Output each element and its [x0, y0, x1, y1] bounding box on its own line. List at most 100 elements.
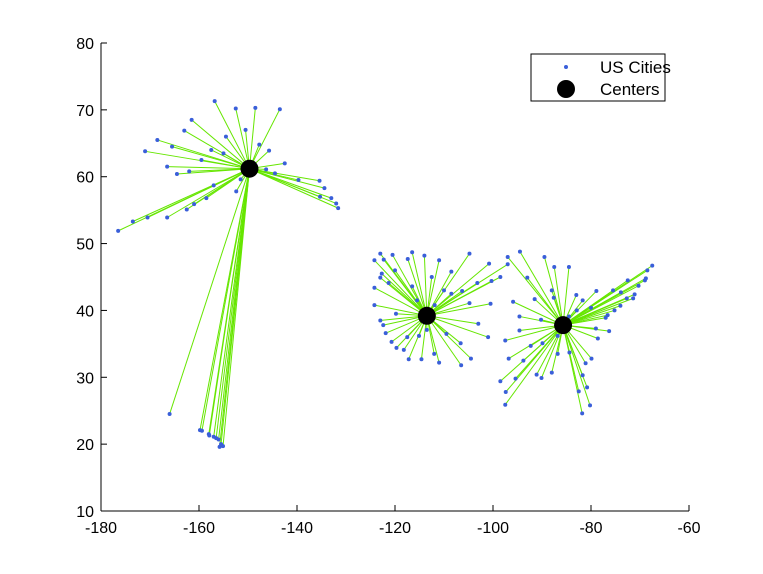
assignment-line	[249, 168, 325, 189]
city-point	[199, 158, 204, 162]
city-point	[378, 318, 383, 323]
city-point	[253, 105, 258, 110]
city-point	[566, 264, 571, 269]
city-point	[636, 283, 641, 288]
assignment-line	[423, 255, 428, 316]
city-point	[539, 317, 544, 322]
city-point	[437, 258, 442, 263]
city-point	[221, 444, 226, 449]
city-point	[405, 335, 410, 340]
city-point	[415, 298, 420, 303]
city-point	[583, 361, 588, 366]
city-point	[593, 326, 598, 331]
city-point	[317, 178, 322, 183]
assignment-line	[426, 280, 492, 317]
assignment-line	[426, 303, 491, 317]
city-point	[378, 251, 383, 256]
city-point	[532, 297, 537, 302]
city-point	[498, 275, 503, 279]
city-point	[594, 289, 599, 294]
city-point	[410, 284, 415, 289]
city-point	[296, 178, 301, 183]
y-tick-label: 70	[76, 103, 94, 120]
city-point	[503, 338, 508, 343]
city-point	[513, 376, 518, 381]
city-point	[566, 314, 571, 319]
assignment-line	[169, 168, 250, 415]
city-point	[444, 331, 449, 336]
assignment-line	[543, 256, 564, 326]
city-point	[165, 164, 170, 169]
city-point	[318, 194, 323, 199]
assignment-line	[553, 266, 564, 326]
city-point	[389, 339, 394, 344]
x-tick-label: -60	[677, 520, 700, 537]
assignment-line	[507, 256, 564, 326]
city-point	[488, 301, 493, 306]
city-point	[460, 289, 465, 294]
city-point	[605, 313, 610, 318]
city-point	[549, 370, 554, 375]
city-point	[580, 298, 585, 303]
city-point	[417, 333, 422, 338]
city-point	[394, 345, 399, 350]
city-point	[555, 351, 560, 356]
assignment-line	[504, 324, 564, 405]
city-point	[207, 433, 212, 438]
city-point	[199, 428, 204, 433]
city-point	[379, 271, 384, 276]
x-tick-label: -80	[579, 520, 602, 537]
assignment-line	[167, 166, 250, 170]
city-point	[555, 333, 560, 338]
assignment-line	[189, 168, 250, 172]
city-point	[624, 296, 629, 301]
assignment-line	[407, 258, 428, 316]
city-point	[272, 171, 277, 176]
city-point	[645, 268, 650, 273]
assignment-line	[219, 168, 250, 447]
assignment-line	[562, 324, 588, 388]
city-point	[419, 357, 424, 362]
city-point	[503, 402, 508, 407]
city-point	[442, 288, 446, 293]
city-point	[130, 219, 135, 224]
axes: -180 -160 -140 -120 -100 -80 -60 10 20 30 40 50 60 70…	[76, 36, 700, 537]
city-point	[437, 360, 442, 365]
city-point	[184, 207, 189, 212]
city-point	[467, 251, 472, 256]
city-point	[372, 285, 377, 290]
assignment-line	[562, 297, 634, 326]
city-point	[216, 437, 221, 442]
city-point	[611, 288, 616, 293]
y-tick-label: 10	[76, 504, 94, 521]
city-point	[589, 356, 594, 361]
city-point	[618, 303, 623, 308]
city-point	[243, 127, 248, 132]
city-point	[378, 275, 383, 280]
city-point	[189, 117, 194, 122]
city-point	[401, 347, 406, 352]
city-point	[625, 278, 630, 283]
city-point	[334, 201, 339, 206]
x-tick-label: -180	[85, 520, 117, 537]
assignment-line	[426, 315, 462, 366]
city-point	[405, 256, 410, 261]
assignment-line	[411, 252, 428, 316]
city-point	[393, 268, 397, 273]
assignment-line	[541, 324, 564, 379]
x-tick-label: -160	[183, 520, 215, 537]
assignment-line	[383, 259, 428, 317]
city-point	[233, 106, 238, 111]
city-point	[503, 389, 508, 394]
y-tick-label: 80	[76, 36, 94, 53]
legend-label-centers: Centers	[600, 80, 660, 99]
assignment-line	[392, 254, 428, 317]
city-point	[211, 183, 216, 188]
center-point	[417, 306, 436, 325]
x-tick-label: -140	[281, 520, 313, 537]
city-point	[192, 202, 197, 207]
city-point	[390, 252, 395, 257]
city-point	[498, 379, 503, 384]
city-point	[567, 350, 572, 355]
